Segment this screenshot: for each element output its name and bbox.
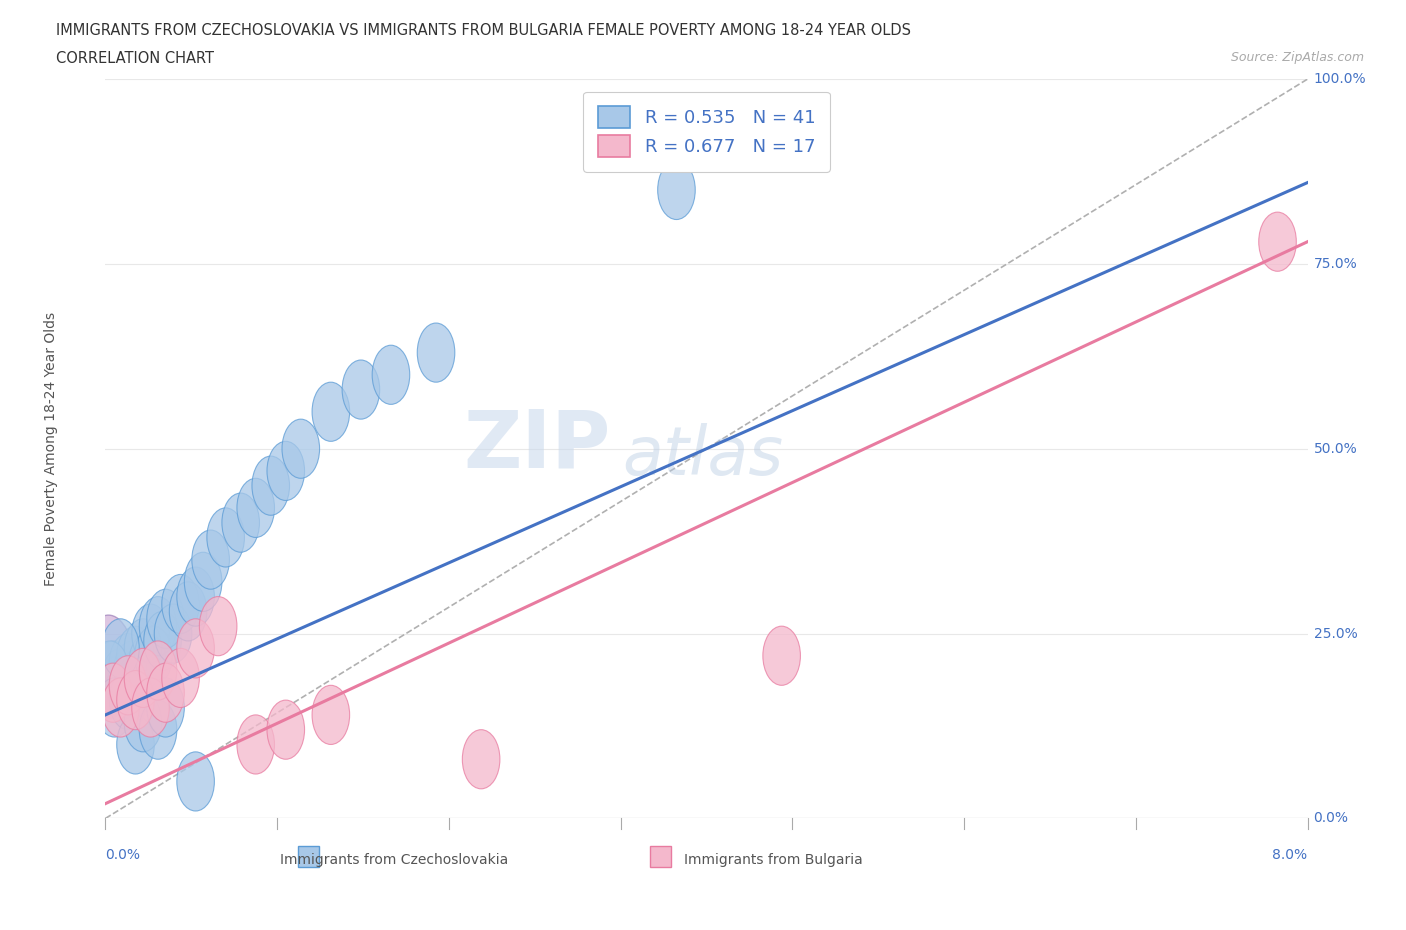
Ellipse shape: [146, 663, 184, 723]
Ellipse shape: [238, 478, 274, 538]
Ellipse shape: [222, 493, 260, 552]
Ellipse shape: [117, 671, 155, 730]
Ellipse shape: [120, 648, 157, 708]
Ellipse shape: [267, 700, 305, 759]
Ellipse shape: [135, 626, 173, 685]
Ellipse shape: [162, 575, 200, 633]
Ellipse shape: [155, 604, 191, 663]
Ellipse shape: [139, 700, 177, 759]
Ellipse shape: [184, 552, 222, 611]
Ellipse shape: [96, 678, 134, 737]
Ellipse shape: [200, 597, 238, 656]
Bar: [298, 846, 319, 867]
Ellipse shape: [117, 715, 155, 774]
Ellipse shape: [104, 663, 142, 723]
Ellipse shape: [191, 530, 229, 590]
Ellipse shape: [114, 641, 152, 700]
Ellipse shape: [132, 678, 169, 737]
Ellipse shape: [252, 456, 290, 515]
Ellipse shape: [207, 508, 245, 567]
Ellipse shape: [463, 730, 501, 789]
Text: 0.0%: 0.0%: [105, 848, 141, 862]
Ellipse shape: [110, 671, 146, 730]
Ellipse shape: [146, 678, 184, 737]
Legend: R = 0.535   N = 41, R = 0.677   N = 17: R = 0.535 N = 41, R = 0.677 N = 17: [583, 92, 830, 172]
Ellipse shape: [124, 618, 162, 678]
Ellipse shape: [124, 693, 162, 751]
Ellipse shape: [177, 751, 214, 811]
Text: Female Poverty Among 18-24 Year Olds: Female Poverty Among 18-24 Year Olds: [45, 312, 59, 586]
Ellipse shape: [143, 611, 181, 671]
Text: 50.0%: 50.0%: [1313, 442, 1357, 456]
Ellipse shape: [342, 360, 380, 419]
Ellipse shape: [110, 656, 146, 715]
Text: Immigrants from Bulgaria: Immigrants from Bulgaria: [683, 853, 863, 868]
Ellipse shape: [283, 419, 319, 478]
Ellipse shape: [129, 633, 166, 693]
Ellipse shape: [139, 641, 177, 700]
Ellipse shape: [267, 442, 305, 500]
Ellipse shape: [763, 626, 800, 685]
Ellipse shape: [146, 590, 184, 648]
Ellipse shape: [82, 615, 135, 719]
Ellipse shape: [101, 648, 139, 708]
Text: 25.0%: 25.0%: [1313, 627, 1357, 641]
Ellipse shape: [658, 160, 695, 219]
Ellipse shape: [101, 618, 139, 678]
Ellipse shape: [124, 648, 162, 708]
Ellipse shape: [373, 345, 409, 405]
Text: 0.0%: 0.0%: [1313, 811, 1348, 826]
Text: IMMIGRANTS FROM CZECHOSLOVAKIA VS IMMIGRANTS FROM BULGARIA FEMALE POVERTY AMONG : IMMIGRANTS FROM CZECHOSLOVAKIA VS IMMIGR…: [56, 23, 911, 38]
Text: Immigrants from Czechoslovakia: Immigrants from Czechoslovakia: [280, 853, 508, 868]
Ellipse shape: [110, 633, 146, 693]
Text: atlas: atlas: [623, 423, 783, 489]
Ellipse shape: [169, 582, 207, 641]
Text: CORRELATION CHART: CORRELATION CHART: [56, 51, 214, 66]
Ellipse shape: [94, 663, 132, 723]
Ellipse shape: [177, 567, 214, 626]
Ellipse shape: [94, 641, 132, 700]
Ellipse shape: [98, 656, 136, 715]
Ellipse shape: [101, 678, 139, 737]
Ellipse shape: [238, 715, 274, 774]
Ellipse shape: [177, 618, 214, 678]
Bar: [650, 846, 671, 867]
Ellipse shape: [418, 323, 454, 382]
Ellipse shape: [162, 648, 200, 708]
Ellipse shape: [139, 597, 177, 656]
Ellipse shape: [117, 626, 155, 685]
Ellipse shape: [91, 641, 129, 700]
Ellipse shape: [132, 604, 169, 663]
Text: 8.0%: 8.0%: [1272, 848, 1308, 862]
Text: ZIP: ZIP: [463, 406, 610, 484]
Text: 75.0%: 75.0%: [1313, 257, 1357, 271]
Ellipse shape: [312, 685, 350, 744]
Text: Source: ZipAtlas.com: Source: ZipAtlas.com: [1230, 51, 1364, 64]
Text: 100.0%: 100.0%: [1313, 72, 1367, 86]
Ellipse shape: [1258, 212, 1296, 272]
Ellipse shape: [312, 382, 350, 442]
